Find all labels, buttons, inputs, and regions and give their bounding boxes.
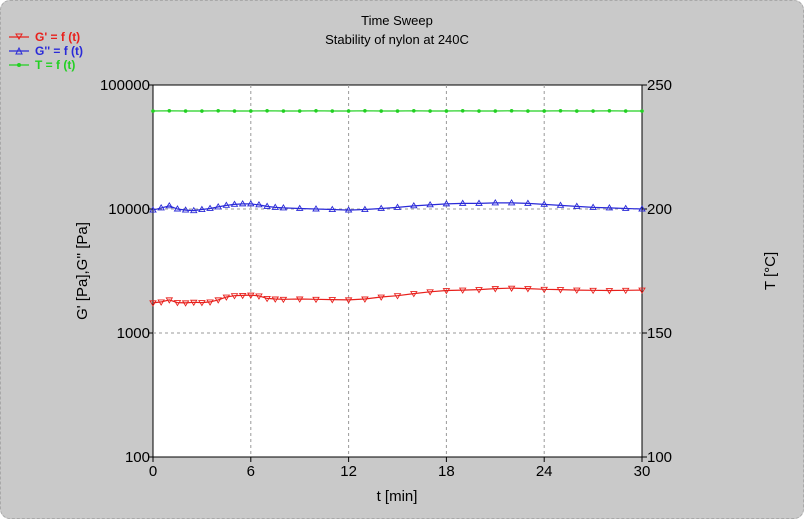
series-2-point — [412, 109, 416, 113]
series-2-point — [379, 109, 383, 113]
y-axis-label: G' [Pa],G'' [Pa] — [74, 222, 91, 320]
series-2-point — [445, 109, 449, 113]
series-2-point — [347, 109, 351, 113]
series-2-point — [314, 109, 318, 113]
y-tick-label: 10000 — [108, 201, 150, 218]
y2-tick-label: 250 — [647, 77, 672, 94]
y-tick-label: 100000 — [100, 77, 150, 94]
series-2-point — [494, 109, 498, 113]
x-tick-label: 12 — [340, 463, 357, 480]
series-2-point — [428, 109, 432, 113]
series-2-point — [542, 109, 546, 113]
series-2-point — [265, 109, 269, 113]
y2-tick-label: 150 — [647, 325, 672, 342]
series-2-point — [575, 109, 579, 113]
series-2-point — [640, 109, 644, 113]
y-tick-label: 100 — [125, 449, 150, 466]
legend: G' = f (t) G'' = f (t) T = f (t) — [9, 30, 83, 72]
legend-item-g-double-prime: G'' = f (t) — [9, 44, 83, 58]
series-2-point — [559, 109, 563, 113]
series-2-point — [200, 109, 204, 113]
legend-label-g-double-prime: G'' = f (t) — [35, 44, 83, 58]
x-axis-label: t [min] — [377, 488, 418, 505]
x-tick-label: 0 — [149, 463, 157, 480]
series-2-point — [298, 109, 302, 113]
series-2-point — [608, 109, 612, 113]
x-tick-label: 18 — [438, 463, 455, 480]
y2-tick-label: 200 — [647, 201, 672, 218]
series-2-point — [396, 109, 400, 113]
chart-subtitle: Stability of nylon at 240C — [325, 32, 469, 47]
x-tick-label: 6 — [247, 463, 255, 480]
series-2-point — [282, 109, 286, 113]
legend-item-temperature: T = f (t) — [9, 58, 75, 72]
series-2-point — [216, 109, 220, 113]
legend-marker-temperature — [17, 63, 21, 67]
series-2-point — [168, 109, 172, 113]
series-2-point — [624, 109, 628, 113]
series-2-point — [477, 109, 481, 113]
series-2-point — [526, 109, 530, 113]
series-2-point — [249, 109, 253, 113]
legend-label-temperature: T = f (t) — [35, 58, 75, 72]
chart-title: Time Sweep — [361, 13, 433, 28]
series-2-point — [331, 109, 335, 113]
y-tick-label: 1000 — [117, 325, 150, 342]
y2-tick-label: 100 — [647, 449, 672, 466]
series-2-point — [184, 109, 188, 113]
legend-item-g-prime: G' = f (t) — [9, 30, 80, 44]
legend-label-g-prime: G' = f (t) — [35, 30, 80, 44]
series-2-point — [461, 109, 465, 113]
plot-area — [153, 85, 642, 457]
series-2-point — [233, 109, 237, 113]
x-tick-label: 24 — [536, 463, 553, 480]
series-2-point — [510, 109, 514, 113]
y2-axis-label: T [°C] — [762, 252, 779, 290]
series-2-point — [151, 109, 155, 113]
series-2-point — [591, 109, 595, 113]
series-2-point — [363, 109, 367, 113]
